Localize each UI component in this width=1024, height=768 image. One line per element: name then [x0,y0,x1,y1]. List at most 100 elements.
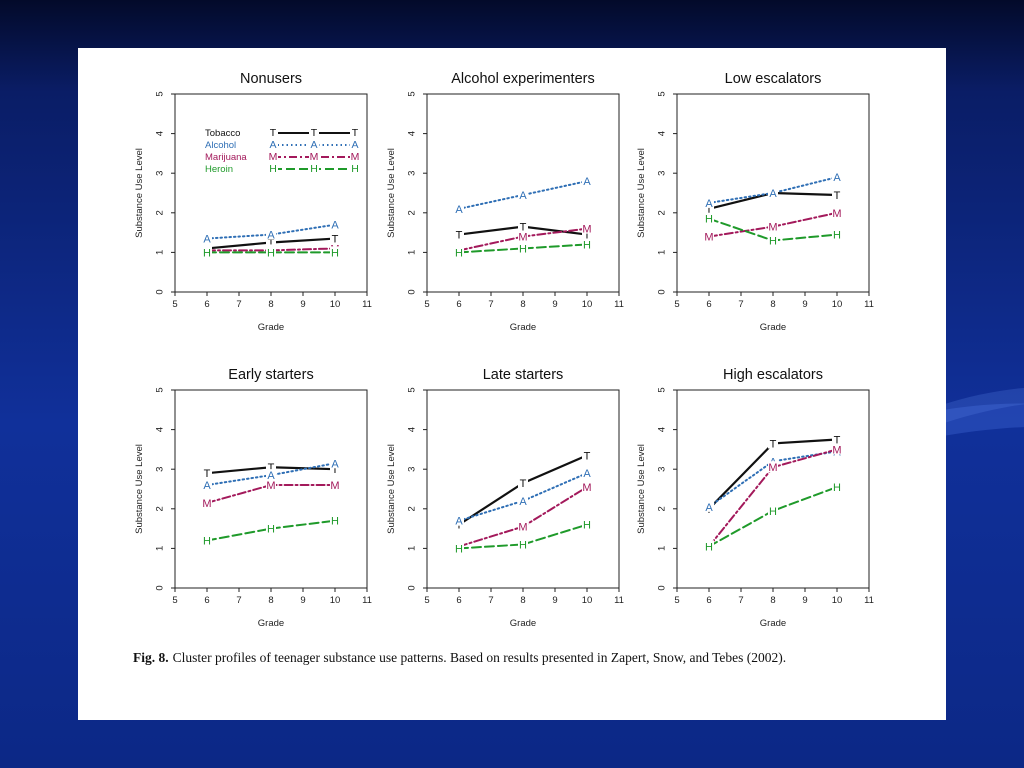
point-marker-bg-marijuana [832,206,842,218]
point-marker-bg-alcohol [266,228,276,240]
y-tick-label: 5 [407,91,418,96]
x-tick-label: 7 [738,595,743,606]
x-tick-label: 10 [582,595,593,606]
point-marker-bg-marijuana [518,520,528,532]
point-marker-heroin: H [203,535,211,547]
point-marker-heroin: H [583,239,591,251]
point-marker-bg-alcohol [330,457,340,469]
x-axis-label: Grade [258,618,284,629]
y-tick-label: 1 [407,250,418,255]
legend-marker-tobacco: T [311,127,318,139]
y-axis-label: Substance Use Level [134,148,145,238]
point-marker-bg-alcohol [266,469,276,481]
x-tick-label: 11 [614,299,624,310]
legend-marker-bg-alcohol [309,138,319,149]
x-axis-label: Grade [760,618,786,629]
point-marker-heroin: H [833,482,841,494]
point-marker-bg-heroin [704,540,714,552]
x-tick-label: 6 [456,595,461,606]
point-marker-heroin: H [583,520,591,532]
point-marker-heroin: H [769,236,777,248]
point-marker-bg-tobacco [518,477,528,489]
point-marker-marijuana: M [582,224,591,236]
y-tick-label: 5 [407,387,418,392]
x-tick-label: 5 [424,299,429,310]
y-tick-label: 5 [657,91,668,96]
x-tick-label: 10 [832,299,843,310]
point-marker-bg-tobacco [518,220,528,232]
point-marker-bg-heroin [202,534,212,546]
point-marker-bg-alcohol [582,175,592,187]
x-tick-label: 9 [552,299,557,310]
panel-title: Nonusers [240,71,302,87]
y-tick-label: 5 [657,387,668,392]
panel-title: Low escalators [725,71,822,87]
y-tick-label: 0 [407,585,418,590]
y-tick-label: 4 [155,131,166,136]
legend-marker-tobacco: T [270,127,277,139]
x-tick-label: 7 [488,595,493,606]
point-marker-bg-marijuana [768,461,778,473]
point-marker-tobacco: T [332,464,339,476]
legend-marker-bg-alcohol [268,138,278,149]
x-tick-label: 9 [552,595,557,606]
y-tick-label: 2 [155,210,166,215]
point-marker-bg-marijuana [518,230,528,242]
y-tick-label: 4 [657,131,668,136]
x-tick-label: 10 [330,595,341,606]
x-tick-label: 7 [738,299,743,310]
point-marker-tobacco: T [584,230,591,242]
plot-frame [174,93,368,293]
x-tick-label: 5 [172,299,177,310]
point-marker-tobacco: T [268,462,275,474]
legend-label-tobacco: Tobacco [205,128,240,139]
x-tick-label: 9 [300,299,305,310]
point-marker-tobacco: T [456,230,463,242]
x-tick-label: 8 [520,299,525,310]
x-axis-label: Grade [510,322,536,333]
y-tick-label: 4 [407,131,418,136]
point-marker-tobacco: T [770,438,777,450]
legend-marker-bg-tobacco [268,126,278,137]
point-marker-alcohol: A [455,204,463,216]
x-tick-label: 6 [706,299,711,310]
y-tick-label: 3 [407,171,418,176]
legend-marker-alcohol: A [269,139,276,151]
point-marker-tobacco: T [706,204,713,216]
point-marker-marijuana: M [202,498,211,510]
x-tick-label: 5 [674,595,679,606]
panel-high-escalators: High escalators 5 6 7 8 9 10 11 0 1 2 3 4 5 Grade Subst… [636,367,874,629]
legend-marker-alcohol: A [310,139,317,151]
y-tick-label: 1 [657,250,668,255]
x-tick-label: 5 [172,595,177,606]
y-tick-label: 5 [155,387,166,392]
x-axis-label: Grade [258,322,284,333]
panel-nonusers: Nonusers 5 6 7 8 9 10 11 0 1 2 3 4 5 Grade Substance Us… [134,71,372,333]
point-marker-bg-alcohol [330,218,340,230]
x-tick-label: 11 [864,595,874,606]
point-marker-bg-tobacco [832,433,842,445]
point-marker-bg-marijuana [330,479,340,491]
y-tick-label: 0 [155,289,166,294]
x-tick-label: 6 [204,595,209,606]
legend-marker-bg-marijuana [268,150,278,161]
legend-marker-bg-marijuana [350,150,360,161]
y-axis-label: Substance Use Level [386,444,397,534]
point-marker-bg-heroin [832,481,842,493]
point-marker-bg-alcohol [704,500,714,512]
point-marker-alcohol: A [455,516,463,528]
y-tick-label: 0 [657,585,668,590]
x-tick-label: 8 [770,595,775,606]
x-tick-label: 8 [268,299,273,310]
x-tick-label: 8 [268,595,273,606]
point-marker-bg-alcohol [454,202,464,214]
point-marker-bg-heroin [768,504,778,516]
x-tick-label: 5 [424,595,429,606]
point-marker-alcohol: A [769,188,777,200]
y-axis-label: Substance Use Level [636,444,647,534]
y-tick-label: 3 [657,171,668,176]
point-marker-marijuana: M [768,222,777,234]
point-marker-alcohol: A [331,220,339,232]
y-tick-label: 4 [407,427,418,432]
